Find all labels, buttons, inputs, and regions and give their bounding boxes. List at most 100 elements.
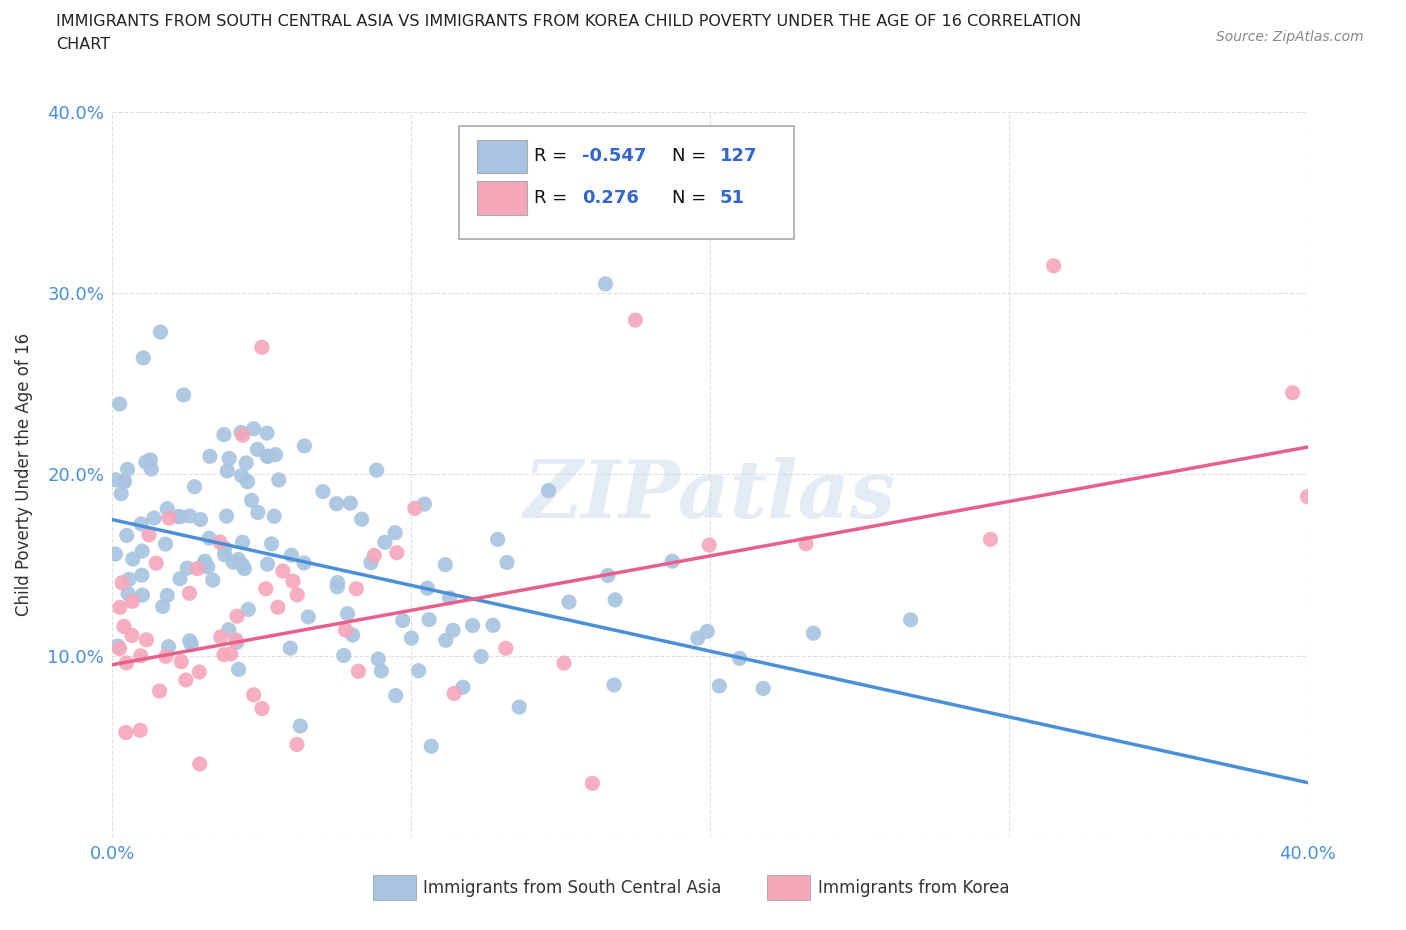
Point (267, 600, 290, 615)
Point (360, 555, 382, 570)
Point (285, 588, 308, 603)
Point (188, 756, 211, 771)
Text: Immigrants from Korea: Immigrants from Korea (818, 879, 1010, 897)
Point (110, 486, 132, 501)
Point (135, 632, 157, 647)
Point (1042, 259, 1064, 273)
Point (198, 531, 221, 546)
Point (176, 561, 198, 576)
Point (404, 501, 426, 516)
Point (332, 648, 354, 663)
Point (416, 580, 439, 595)
Point (201, 573, 224, 588)
Point (179, 509, 201, 524)
FancyBboxPatch shape (373, 875, 416, 900)
Point (104, 472, 127, 487)
Point (157, 511, 180, 525)
Point (112, 619, 135, 634)
Point (339, 496, 361, 511)
Point (112, 474, 135, 489)
Point (240, 493, 263, 508)
Point (129, 723, 152, 737)
Point (486, 532, 509, 547)
Point (214, 540, 236, 555)
Text: Immigrants from South Central Asia: Immigrants from South Central Asia (423, 879, 721, 897)
Point (226, 609, 249, 624)
Point (728, 651, 751, 666)
Point (794, 537, 817, 551)
Point (231, 468, 253, 483)
Point (121, 628, 143, 643)
Point (235, 456, 257, 471)
Point (222, 555, 245, 570)
Point (118, 572, 141, 587)
Point (470, 649, 492, 664)
Point (686, 631, 709, 645)
Point (803, 626, 825, 641)
Point (697, 538, 720, 552)
Point (115, 528, 138, 543)
Text: N =: N = (672, 189, 711, 206)
Point (135, 455, 157, 470)
Point (139, 452, 162, 467)
Point (129, 648, 152, 663)
Point (495, 641, 517, 656)
Point (104, 547, 127, 562)
Point (336, 606, 359, 621)
Point (108, 396, 131, 411)
FancyBboxPatch shape (477, 140, 527, 173)
Point (441, 623, 464, 638)
Point (312, 485, 335, 499)
Point (155, 649, 177, 664)
Point (149, 684, 172, 698)
Point (138, 527, 160, 542)
Point (108, 641, 131, 656)
Point (209, 630, 232, 644)
Point (285, 737, 308, 752)
Text: -0.547: -0.547 (582, 147, 647, 165)
Point (157, 639, 180, 654)
Point (212, 427, 235, 442)
Point (325, 497, 347, 512)
Point (121, 594, 143, 609)
Point (208, 535, 231, 550)
Point (558, 594, 581, 609)
Point (131, 567, 153, 582)
Point (214, 548, 236, 563)
Point (508, 699, 530, 714)
Point (143, 511, 166, 525)
Point (115, 725, 138, 740)
Point (264, 447, 287, 462)
Point (242, 421, 264, 436)
Point (342, 628, 364, 643)
Point (374, 535, 396, 550)
Point (169, 571, 191, 586)
Text: CHART: CHART (56, 37, 110, 52)
Point (229, 425, 252, 440)
Point (520, 177, 543, 192)
Point (260, 537, 283, 551)
Point (194, 553, 217, 568)
Point (170, 654, 193, 669)
Point (190, 512, 212, 527)
Point (401, 631, 423, 645)
Point (350, 512, 373, 526)
Point (267, 472, 290, 487)
Point (605, 592, 627, 607)
Point (413, 497, 436, 512)
Point (225, 632, 247, 647)
Point (900, 612, 922, 627)
Point (218, 622, 240, 637)
Point (236, 474, 259, 489)
Point (183, 479, 205, 494)
Point (281, 574, 304, 589)
Point (256, 449, 278, 464)
Point (451, 680, 474, 695)
Point (131, 544, 153, 559)
Point (198, 449, 221, 464)
Y-axis label: Child Poverty Under the Age of 16: Child Poverty Under the Age of 16 (15, 333, 34, 616)
Point (443, 686, 465, 701)
Point (166, 509, 188, 524)
Text: N =: N = (672, 147, 711, 165)
Point (537, 484, 560, 498)
